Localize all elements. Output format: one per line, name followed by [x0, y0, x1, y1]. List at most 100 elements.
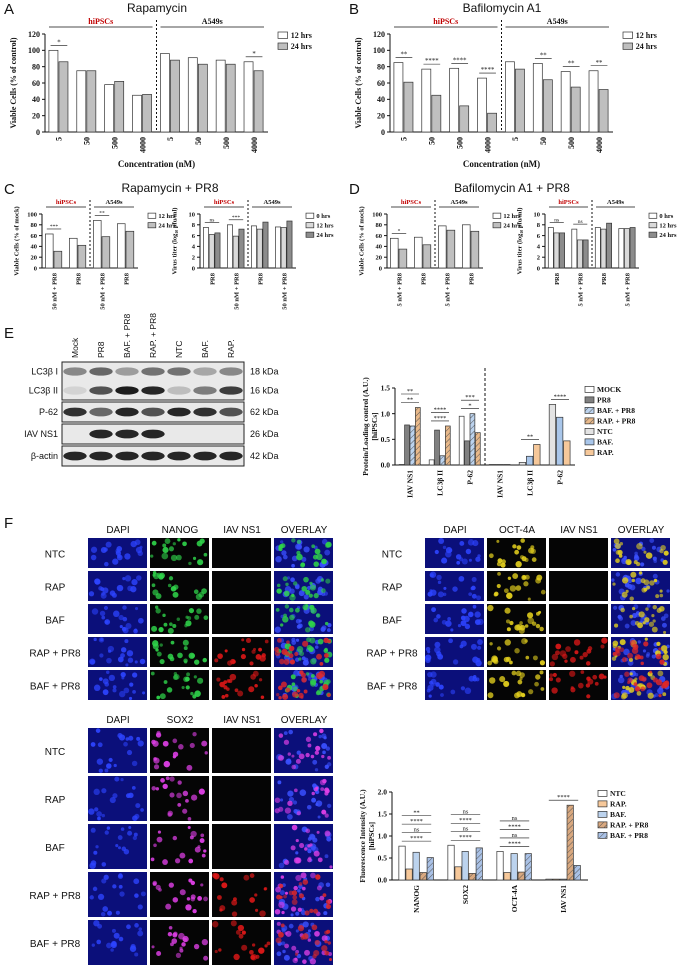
cell: [98, 768, 103, 773]
cell: [128, 696, 133, 700]
cell: [177, 538, 181, 542]
cell: [442, 592, 447, 597]
blot-band: [141, 451, 165, 461]
cell: [612, 643, 618, 649]
bar: [398, 248, 408, 269]
cell: [464, 687, 472, 695]
row-label: BAF + PR8: [30, 682, 81, 693]
cell: [458, 575, 465, 582]
cell: [535, 674, 541, 680]
cell: [285, 582, 289, 587]
cell: [155, 787, 160, 791]
group-label: hiPSCs: [401, 199, 422, 206]
cell: [464, 623, 471, 630]
cell: [647, 692, 654, 699]
cell: [283, 894, 287, 899]
cell: [629, 614, 633, 619]
micrograph: [212, 604, 271, 634]
cell: [302, 921, 309, 928]
bar: [624, 228, 630, 269]
x-tick-label: 50: [539, 137, 548, 145]
y-tick-label: 0: [192, 265, 195, 272]
cell: [487, 692, 494, 699]
cell: [509, 660, 513, 665]
cell: [122, 605, 127, 610]
cell: [282, 616, 289, 623]
sig-label: *: [57, 39, 61, 46]
cell: [124, 639, 129, 644]
column-label: DAPI: [106, 715, 129, 726]
cell: [649, 538, 655, 544]
blot-band: [141, 407, 165, 417]
cell: [235, 929, 241, 935]
cell: [506, 627, 511, 632]
bar-hatch: [525, 853, 532, 880]
x-tick-label: 50: [428, 137, 437, 145]
cell: [443, 586, 447, 590]
cell: [324, 791, 329, 796]
bar: [45, 233, 54, 269]
cell: [172, 835, 178, 841]
cell: [429, 571, 437, 578]
cell: [308, 593, 313, 598]
cell: [304, 657, 309, 662]
cell: [663, 650, 668, 655]
sig-label: ****: [557, 794, 570, 801]
y-tick-label: 10: [534, 211, 541, 218]
cell: [325, 746, 331, 751]
group-label: hiPSCs: [433, 17, 458, 26]
cell: [555, 677, 561, 683]
cell: [203, 896, 208, 902]
cell: [459, 541, 465, 546]
bar: [588, 70, 599, 133]
cell: [427, 684, 434, 691]
cell: [322, 893, 327, 898]
lane-label: RAP. + PR8: [148, 313, 158, 358]
cell: [303, 576, 309, 583]
bar: [243, 61, 254, 133]
cell: [278, 901, 285, 909]
cell: [96, 758, 104, 765]
cell: [229, 673, 237, 681]
cell: [281, 648, 288, 655]
cell: [133, 832, 138, 837]
cell: [624, 623, 630, 629]
cell: [612, 582, 616, 586]
row-label: BAF: [382, 616, 401, 627]
cell: [230, 658, 236, 665]
cell: [291, 899, 298, 905]
micrograph: [212, 538, 271, 568]
bar-hatch: [574, 865, 581, 880]
legend-label: PR8: [597, 396, 611, 405]
cell: [275, 608, 280, 612]
cell: [298, 884, 303, 889]
cell: [642, 649, 646, 653]
cell: [663, 613, 669, 619]
group-label: A549s: [264, 199, 281, 206]
cell: [142, 691, 146, 695]
cell: [619, 639, 626, 646]
y-tick-label: 80: [376, 222, 383, 229]
x-tick-label: 5: [166, 137, 175, 141]
cell: [90, 554, 97, 561]
y-tick-label: 2: [537, 254, 540, 261]
cell: [104, 768, 109, 773]
cell: [284, 604, 290, 609]
cell: [275, 937, 282, 944]
cell: [460, 640, 467, 647]
cell: [181, 685, 185, 690]
cell: [287, 752, 291, 756]
legend-label: 0 hrs: [659, 213, 673, 220]
cell: [249, 873, 255, 878]
cell: [90, 546, 98, 553]
cell: [312, 783, 317, 788]
cell: [318, 734, 322, 739]
cell: [162, 613, 166, 618]
lane-label: BAF.: [200, 340, 210, 358]
cell: [653, 559, 657, 564]
bar-hatch: [427, 857, 434, 880]
bar: [256, 228, 263, 269]
cell: [243, 874, 250, 881]
cell: [276, 951, 282, 957]
blot-band: [193, 386, 217, 395]
